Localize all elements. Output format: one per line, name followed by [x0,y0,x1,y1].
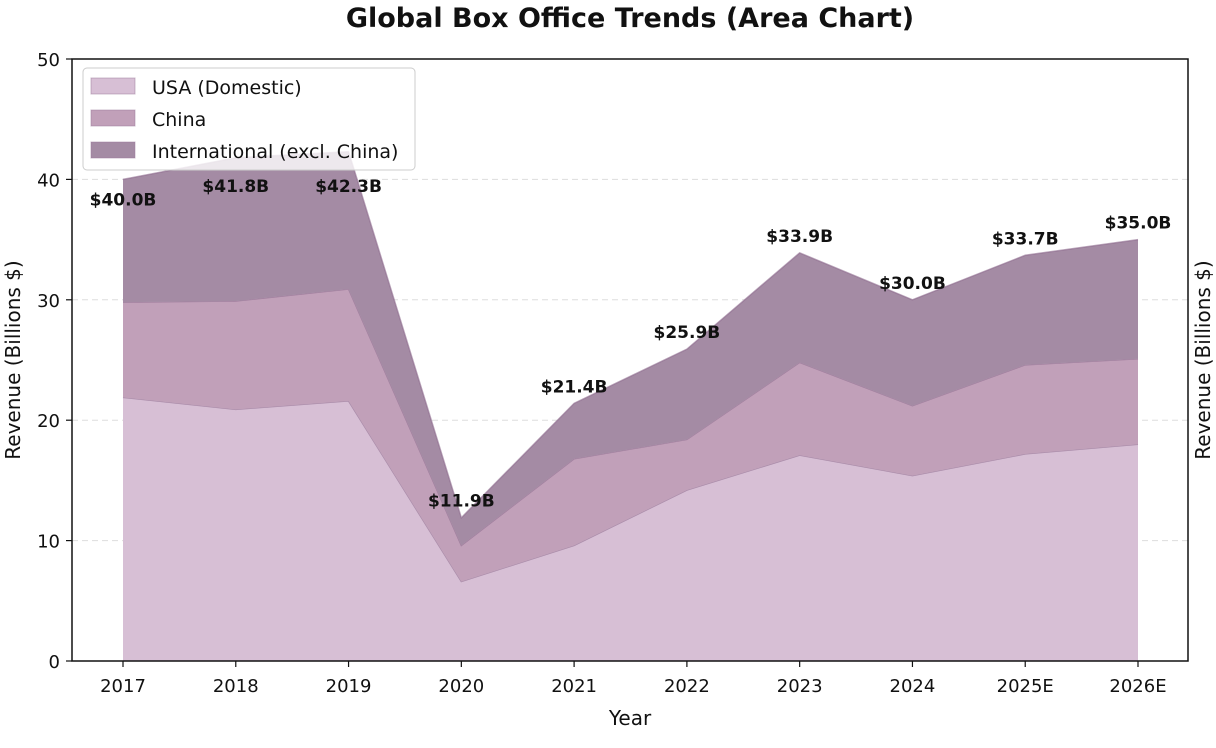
area-china [123,288,1138,582]
x-tick-label: 2020 [438,676,484,697]
legend-swatch [90,77,136,95]
x-tick-label: 2022 [664,676,710,697]
x-tick-label: 2023 [777,676,823,697]
area-series [122,150,1139,661]
x-axis-label: Year [608,706,652,730]
area-usa-domestic- [123,397,1138,661]
total-label: $33.7B [992,229,1059,249]
total-label: $42.3B [315,177,382,197]
total-label: $40.0B [90,190,157,210]
total-label: $21.4B [541,377,608,397]
x-tick-label: 2025E [997,676,1054,697]
x-tick-label: 2021 [551,676,597,697]
total-label: $33.9B [766,227,833,247]
x-tick-label: 2019 [326,676,372,697]
plot-frame [71,58,1189,662]
legend-swatch [90,141,136,159]
total-label: $30.0B [879,274,946,294]
legend-box [82,67,416,171]
total-label: $25.9B [654,323,721,343]
legend-label: USA (Domestic) [152,77,302,99]
right-y-axis-label: Revenue (Billions $) [1191,260,1215,459]
total-label: $41.8B [202,177,269,197]
chart-title: Global Box Office Trends (Area Chart) [346,3,914,34]
legend-label: China [152,109,206,131]
x-tick-label: 2026E [1109,676,1166,697]
x-tick-label: 2017 [100,676,146,697]
y-tick-label: 0 [49,652,60,673]
legend: USA (Domestic) China International (excl. … [82,67,416,171]
y-tick-label: 50 [37,50,60,71]
total-label: $35.0B [1105,214,1172,234]
y-tick-label: 20 [37,411,60,432]
y-tick-label: 40 [37,170,60,191]
x-tick-label: 2018 [213,676,259,697]
legend-label: International (excl. China) [152,141,398,163]
y-axis: 0 10 20 30 40 50 [37,50,72,673]
y-axis-label: Revenue (Billions $) [1,260,25,459]
y-tick-label: 30 [37,291,60,312]
area-international-excl-china- [123,151,1138,546]
legend-swatch [90,109,136,127]
total-labels: $40.0B $41.8B $42.3B $11.9B $21.4B $25.9B $33.… [90,177,1172,512]
y-tick-label: 10 [37,532,60,553]
x-axis: 2017 2018 2019 2020 2021 2022 2023 2024 2025E 202… [100,661,1167,697]
x-tick-label: 2024 [890,676,936,697]
total-label: $11.9B [428,492,495,512]
